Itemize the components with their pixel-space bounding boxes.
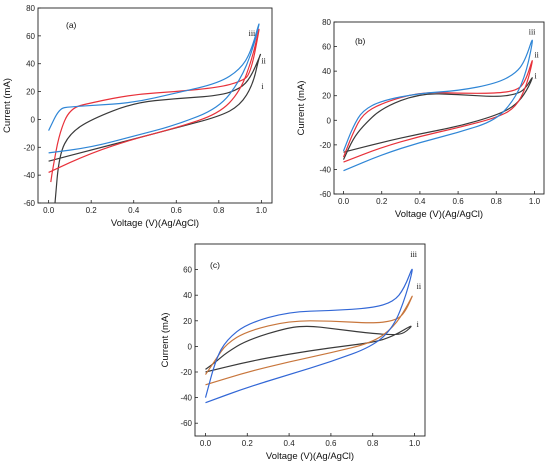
- x-tick-label: 0.8: [213, 206, 225, 215]
- y-tick-label: -60: [23, 199, 35, 208]
- x-tick-label: 0.6: [453, 197, 465, 206]
- x-tick-label: 0.2: [242, 439, 254, 448]
- y-tick-label: 80: [26, 4, 35, 13]
- curve-label-ii: ii: [417, 282, 422, 291]
- panel-label: (b): [355, 36, 366, 46]
- x-axis-label: Voltage (V)(Ag/AgCl): [111, 218, 199, 229]
- y-tick-label: -40: [180, 394, 192, 403]
- plot-frame: [37, 7, 273, 204]
- series-line-iii: [48, 23, 260, 154]
- y-tick-label: 20: [183, 317, 192, 326]
- x-tick-label: 0.4: [414, 197, 426, 206]
- x-tick-label: 0.6: [325, 439, 337, 448]
- series-line-iii: [342, 39, 533, 172]
- curve-label-i: i: [534, 72, 537, 81]
- x-tick-label: 0.0: [43, 206, 55, 215]
- y-axis-label: Current (mA): [296, 81, 307, 136]
- x-tick-label: 0.4: [284, 439, 296, 448]
- y-tick-label: 40: [322, 67, 331, 76]
- y-tick-label: 60: [322, 43, 331, 52]
- y-tick-label: 0: [31, 115, 36, 124]
- y-tick-label: 60: [26, 32, 35, 41]
- series-line-ii: [342, 60, 533, 163]
- y-tick-label: -20: [319, 141, 331, 150]
- x-tick-label: 0.2: [86, 206, 98, 215]
- curve-label-iii: iii: [410, 250, 417, 259]
- x-tick-label: 1.0: [256, 206, 268, 215]
- y-tick-label: 0: [327, 116, 332, 125]
- x-tick-label: 0.2: [376, 197, 388, 206]
- y-tick-label: -40: [23, 171, 35, 180]
- y-tick-label: 40: [183, 291, 192, 300]
- curve-label-ii: ii: [534, 51, 539, 60]
- y-tick-label: -20: [180, 368, 192, 377]
- y-tick-label: 60: [183, 266, 192, 275]
- panel-label: (c): [210, 260, 220, 270]
- y-tick-label: -60: [319, 190, 331, 199]
- y-tick-label: -20: [23, 143, 35, 152]
- x-axis-label: Voltage (V)(Ag/AgCl): [266, 451, 354, 462]
- x-tick-label: 0.4: [128, 206, 140, 215]
- x-tick-label: 0.6: [171, 206, 183, 215]
- curve-label-i: i: [261, 82, 264, 91]
- x-tick-label: 0.0: [200, 439, 212, 448]
- y-tick-label: -40: [319, 165, 331, 174]
- curve-label-i: i: [417, 320, 420, 329]
- curve-label-ii: ii: [261, 57, 266, 66]
- chart-panel-c: -60 -40 -20 0 20 40 60 0.0 0.2 0.4 0.6 0.8 1.0 Voltag…: [160, 243, 426, 462]
- plot-frame: [333, 21, 545, 195]
- x-axis-label: Voltage (V)(Ag/AgCl): [395, 209, 483, 220]
- plot-frame: [194, 243, 426, 437]
- x-tick-label: 1.0: [409, 439, 421, 448]
- curve-label-iii: iii: [529, 27, 536, 36]
- y-axis-label: Current (mA): [160, 313, 171, 368]
- x-tick-label: 0.8: [367, 439, 379, 448]
- y-tick-label: 0: [188, 342, 193, 351]
- y-tick-label: 80: [322, 18, 331, 27]
- series-line-ii: [205, 295, 413, 386]
- series-line-i: [342, 77, 533, 160]
- series-line-iii: [204, 268, 413, 404]
- y-tick-label: -60: [180, 419, 192, 428]
- x-tick-label: 0.0: [338, 197, 350, 206]
- chart-panel-a: -60 -40 -20 0 20 40 60 80 0.0 0.2 0.4 0.6 0.8 1.0 Volt…: [2, 4, 273, 229]
- y-tick-label: 20: [322, 92, 331, 101]
- series-line-i: [205, 325, 412, 373]
- y-tick-label: 40: [26, 60, 35, 69]
- x-tick-label: 0.8: [491, 197, 503, 206]
- x-tick-label: 1.0: [529, 197, 541, 206]
- chart-panel-b: -60 -40 -20 0 20 40 60 80 0.0 0.2 0.4 0.6 0.8 1.0 Volt…: [296, 18, 545, 220]
- y-axis-label: Current (mA): [2, 78, 13, 133]
- panel-label: (a): [66, 20, 77, 30]
- curve-label-iii: iii: [249, 29, 256, 38]
- y-tick-label: 20: [26, 88, 35, 97]
